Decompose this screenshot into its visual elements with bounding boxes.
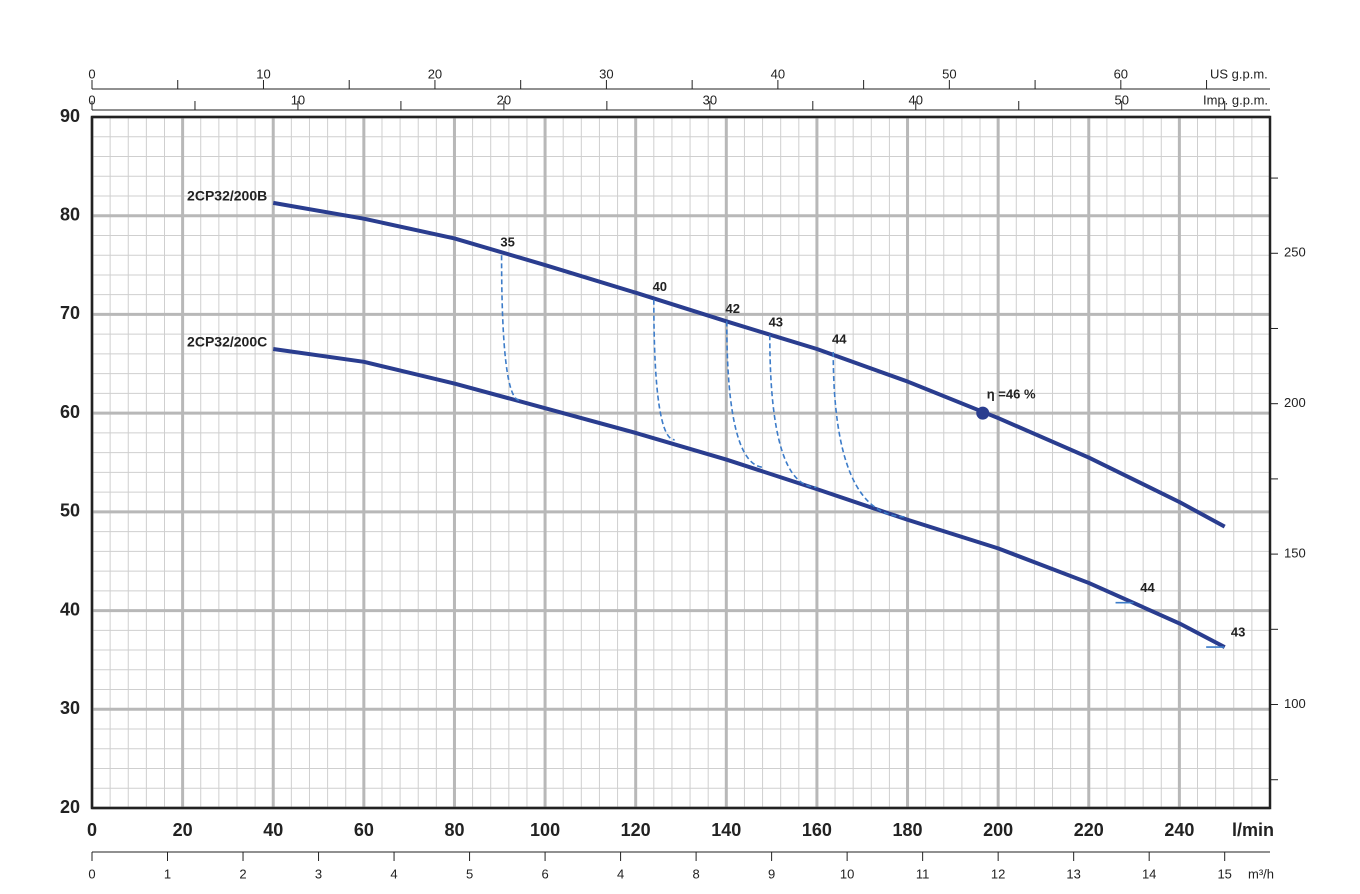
- x-tick-label: 140: [711, 820, 741, 840]
- y-tick-label: 50: [60, 501, 80, 521]
- aux-tick-label: 14: [1142, 866, 1156, 881]
- aux-tick-label: 6: [541, 866, 548, 881]
- x-tick-label: 220: [1074, 820, 1104, 840]
- y-tick-label: 30: [60, 698, 80, 718]
- aux-tick-label: 12: [991, 866, 1005, 881]
- aux-tick-label: 20: [428, 66, 442, 81]
- curve-name: 2CP32/200B: [187, 188, 267, 204]
- y-tick-label: 20: [60, 797, 80, 817]
- y-tick-label: 40: [60, 599, 80, 619]
- efficiency-line: [769, 335, 817, 488]
- efficiency-label: 43: [1231, 625, 1245, 640]
- curve: [272, 200, 1226, 529]
- aux-tick-label: 1: [164, 866, 171, 881]
- curve-name: 2CP32/200C: [187, 334, 267, 350]
- aux-tick-label: 8: [692, 866, 699, 881]
- y-tick-label: 90: [60, 106, 80, 126]
- aux-tick-label: 30: [703, 92, 717, 107]
- efficiency-line: [500, 255, 520, 402]
- y2-tick-label: 150: [1284, 546, 1306, 561]
- aux-tick-label: 60: [1114, 66, 1128, 81]
- y2-tick-label: 250: [1284, 245, 1306, 260]
- aux-tick-label: 40: [909, 92, 923, 107]
- aux-tick-label: 4: [617, 866, 624, 881]
- efficiency-label: 44: [1140, 580, 1155, 595]
- x-tick-label: 240: [1164, 820, 1194, 840]
- aux-tick-label: 0: [88, 92, 95, 107]
- aux-tick-label: 3: [315, 866, 322, 881]
- x-tick-label: 180: [893, 820, 923, 840]
- y-tick-label: 70: [60, 303, 80, 323]
- aux-tick-label: 10: [291, 92, 305, 107]
- aux-tick-label: 10: [840, 866, 854, 881]
- y-tick-label: 60: [60, 402, 80, 422]
- x-tick-label: 120: [621, 820, 651, 840]
- efficiency-label: 44: [832, 331, 847, 346]
- x-tick-label: 60: [354, 820, 374, 840]
- aux-tick-label: 4: [390, 866, 397, 881]
- y-tick-label: 80: [60, 204, 80, 224]
- aux-tick-label: 9: [768, 866, 775, 881]
- efficiency-line: [725, 321, 765, 469]
- aux-tick-label: 0: [88, 866, 95, 881]
- aux-tick-label: 11: [916, 866, 930, 881]
- aux-tick-label: 15: [1217, 866, 1231, 881]
- aux-tick-label: 13: [1066, 866, 1080, 881]
- plot-frame: [90, 115, 1272, 810]
- aux-tick-label: 0: [88, 66, 95, 81]
- aux-unit-label: m³/h: [1248, 866, 1274, 881]
- efficiency-line: [653, 299, 675, 441]
- aux-tick-label: 10: [256, 66, 270, 81]
- x-tick-label: 20: [173, 820, 193, 840]
- x-tick-label: 0: [87, 820, 97, 840]
- efficiency-label: 42: [726, 301, 740, 316]
- aux-tick-label: 40: [771, 66, 785, 81]
- best-point-label: η =46 %: [987, 387, 1036, 402]
- efficiency-label: 40: [653, 279, 667, 294]
- aux-unit-label: Imp. g.p.m.: [1203, 92, 1268, 107]
- y2-tick-label: 100: [1284, 696, 1306, 711]
- x-tick-label: 100: [530, 820, 560, 840]
- efficiency-label: 43: [769, 315, 783, 330]
- aux-tick-label: 20: [497, 92, 511, 107]
- best-point: [976, 406, 990, 420]
- efficiency-label: 35: [500, 235, 514, 250]
- x-tick-label: 200: [983, 820, 1013, 840]
- aux-unit-label: US g.p.m.: [1210, 66, 1268, 81]
- aux-tick-label: 50: [1114, 92, 1128, 107]
- x-tick-label: 80: [444, 820, 464, 840]
- curve: [272, 346, 1226, 649]
- aux-tick-label: 5: [466, 866, 473, 881]
- y2-tick-label: 200: [1284, 395, 1306, 410]
- aux-tick-label: 50: [942, 66, 956, 81]
- aux-tick-label: 30: [599, 66, 613, 81]
- x-tick-label: 160: [802, 820, 832, 840]
- aux-tick-label: 2: [239, 866, 246, 881]
- x-tick-label: 40: [263, 820, 283, 840]
- x-axis-label: l/min: [1232, 820, 1274, 840]
